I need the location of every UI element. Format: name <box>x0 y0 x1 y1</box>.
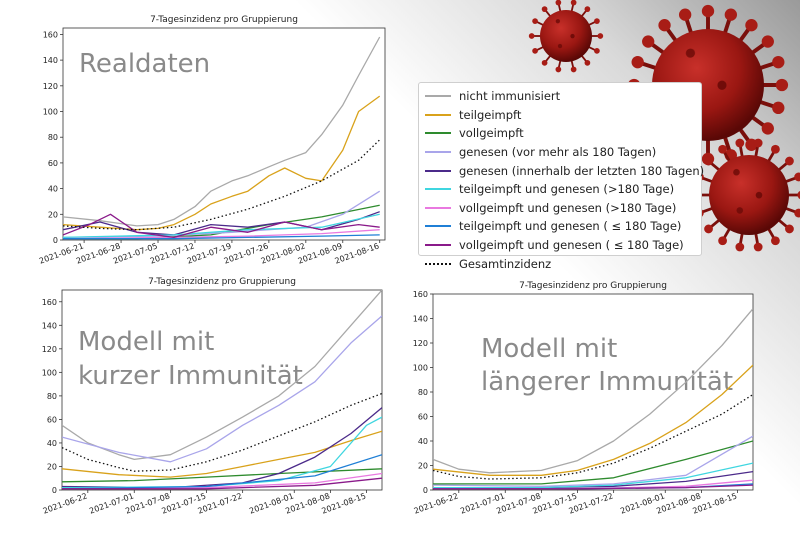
y-tick-label: 20 <box>47 462 57 471</box>
legend-label: vollgeimpft und genesen ( ≤ 180 Tage) <box>459 238 684 253</box>
legend-swatch <box>425 151 451 154</box>
legend-item: genesen (innerhalb der letzten 180 Tagen… <box>425 161 704 180</box>
series-line-genesen-vor-mehr-als-180-tagen <box>62 315 382 463</box>
y-tick-label: 100 <box>413 364 428 373</box>
plot-area <box>61 289 383 491</box>
legend-swatch <box>425 244 451 247</box>
y-tick-label: 120 <box>413 339 428 348</box>
legend-label: genesen (vor mehr als 180 Tagen) <box>459 145 657 160</box>
y-tick-label: 120 <box>42 345 57 354</box>
y-tick-label: 60 <box>48 159 58 168</box>
legend-item: teilgeimpft und genesen (>180 Tage) <box>425 180 695 199</box>
y-tick-label: 0 <box>423 486 428 495</box>
series-line-teilgeimpft-und-genesen-180-tage <box>63 213 380 239</box>
legend-swatch <box>425 95 451 98</box>
overlay-label: kurzer Immunität <box>78 361 303 391</box>
y-tick-label: 60 <box>418 413 428 422</box>
legend-item: vollgeimpft und genesen (>180 Tage) <box>425 199 695 218</box>
y-tick-label: 0 <box>52 486 57 495</box>
plot-area <box>432 293 754 491</box>
chart-legend: nicht immunisiert teilgeimpft vollgeimpft g… <box>418 82 704 271</box>
y-tick-label: 140 <box>43 56 58 65</box>
legend-swatch <box>425 225 451 228</box>
series-line-teilgeimpft <box>433 364 753 476</box>
legend-item: vollgeimpft und genesen ( ≤ 180 Tage) <box>425 236 695 255</box>
chart-title: 7-Tagesinzidenz pro Gruppierung <box>148 277 296 287</box>
y-tick-label: 160 <box>42 298 57 307</box>
series-line-vollgeimpft-und-genesen-180-tage <box>63 213 380 239</box>
chart-title: 7-Tagesinzidenz pro Gruppierung <box>519 281 667 291</box>
overlay-label: Realdaten <box>79 49 210 79</box>
y-tick-label: 160 <box>43 30 58 39</box>
series-line-teilgeimpft <box>62 430 382 478</box>
series-line-nicht-immunisiert <box>62 290 382 461</box>
legend-swatch <box>425 206 451 209</box>
legend-label: vollgeimpft <box>459 126 524 141</box>
series-line-gesamtinzidenz <box>62 392 382 472</box>
x-tick-label: 2021-06-22 <box>413 491 460 515</box>
series-line-teilgeimpft-und-genesen-180-tage <box>63 234 380 240</box>
series-line-teilgeimpft-und-genesen-180-tage <box>62 454 382 490</box>
x-tick-label: 2021-06-22 <box>42 491 89 515</box>
y-tick-label: 80 <box>418 388 428 397</box>
y-tick-label: 140 <box>413 315 428 324</box>
legend-item: teilgeimpft <box>425 106 695 125</box>
y-tick-label: 100 <box>42 368 57 377</box>
series-line-vollgeimpft-und-genesen-180-tage <box>433 484 753 490</box>
series-line-genesen-innerhalb-der-letzten-180-tagen <box>63 211 380 236</box>
series-line-vollgeimpft <box>62 468 382 483</box>
legend-item: nicht immunisiert <box>425 87 695 106</box>
legend-label: nicht immunisiert <box>459 89 561 104</box>
plot-area <box>62 27 386 241</box>
y-tick-label: 80 <box>48 133 58 142</box>
y-tick-label: 100 <box>43 108 58 117</box>
series-line-genesen-vor-mehr-als-180-tagen <box>433 435 753 487</box>
virus-icon <box>528 0 604 73</box>
y-tick-label: 20 <box>418 462 428 471</box>
series-line-vollgeimpft-und-genesen-180-tage <box>63 229 380 240</box>
legend-label: teilgeimpft und genesen ( ≤ 180 Tage) <box>459 219 682 234</box>
chart-realdaten: 7-Tagesinzidenz pro Gruppierung Realdaten… <box>38 15 386 266</box>
y-tick-label: 60 <box>47 415 57 424</box>
legend-swatch <box>425 169 451 172</box>
legend-item: Gesamtinzidenz <box>425 254 695 273</box>
legend-item: teilgeimpft und genesen ( ≤ 180 Tage) <box>425 217 695 236</box>
series-line-nicht-immunisiert <box>433 308 753 474</box>
legend-label: vollgeimpft und genesen (>180 Tage) <box>459 200 677 215</box>
overlay-label: längerer Immunität <box>481 367 733 397</box>
legend-label: Gesamtinzidenz <box>459 256 552 271</box>
series-line-vollgeimpft-und-genesen-180-tage <box>62 477 382 490</box>
chart-title: 7-Tagesinzidenz pro Gruppierung <box>150 15 298 25</box>
y-tick-label: 80 <box>47 392 57 401</box>
y-tick-label: 40 <box>418 437 428 446</box>
legend-swatch <box>425 132 451 135</box>
y-tick-label: 120 <box>43 82 58 91</box>
chart-laengere-immunitaet: 7-Tagesinzidenz pro Gruppierung Modell mi… <box>413 281 754 516</box>
legend-item: genesen (vor mehr als 180 Tagen) <box>425 143 695 162</box>
legend-swatch <box>425 113 451 116</box>
y-tick-label: 160 <box>413 290 428 299</box>
series-line-genesen-vor-mehr-als-180-tagen <box>63 190 381 239</box>
y-tick-label: 40 <box>48 185 58 194</box>
series-line-teilgeimpft-und-genesen-180-tage <box>433 462 753 489</box>
legend-label: teilgeimpft und genesen (>180 Tage) <box>459 182 675 197</box>
legend-swatch <box>425 262 451 265</box>
y-tick-label: 20 <box>48 210 58 219</box>
overlay-label: Modell mit <box>78 327 214 357</box>
y-tick-label: 0 <box>53 236 58 245</box>
legend-label: genesen (innerhalb der letzten 180 Tagen… <box>459 163 705 178</box>
legend-label: teilgeimpft <box>459 107 522 122</box>
chart-kurze-immunitaet: 7-Tagesinzidenz pro Gruppierung Modell mi… <box>42 277 383 516</box>
legend-swatch <box>425 188 451 191</box>
series-line-vollgeimpft <box>433 440 753 485</box>
series-line-gesamtinzidenz <box>433 393 753 480</box>
legend-item: vollgeimpft <box>425 124 695 143</box>
y-tick-label: 140 <box>42 321 57 330</box>
series-line-nicht-immunisiert <box>63 36 381 227</box>
overlay-label: Modell mit <box>481 334 617 364</box>
y-tick-label: 40 <box>47 439 57 448</box>
